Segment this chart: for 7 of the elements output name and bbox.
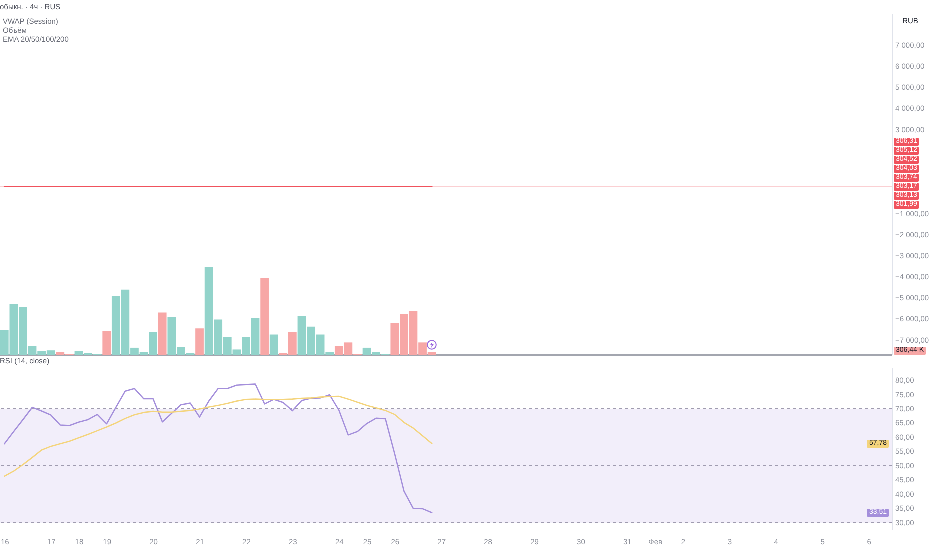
line-series (4, 384, 433, 514)
bar (260, 278, 269, 355)
bar (158, 312, 167, 355)
bar (102, 331, 112, 355)
bar (196, 328, 204, 355)
line-series (4, 396, 433, 478)
bar (270, 334, 278, 355)
